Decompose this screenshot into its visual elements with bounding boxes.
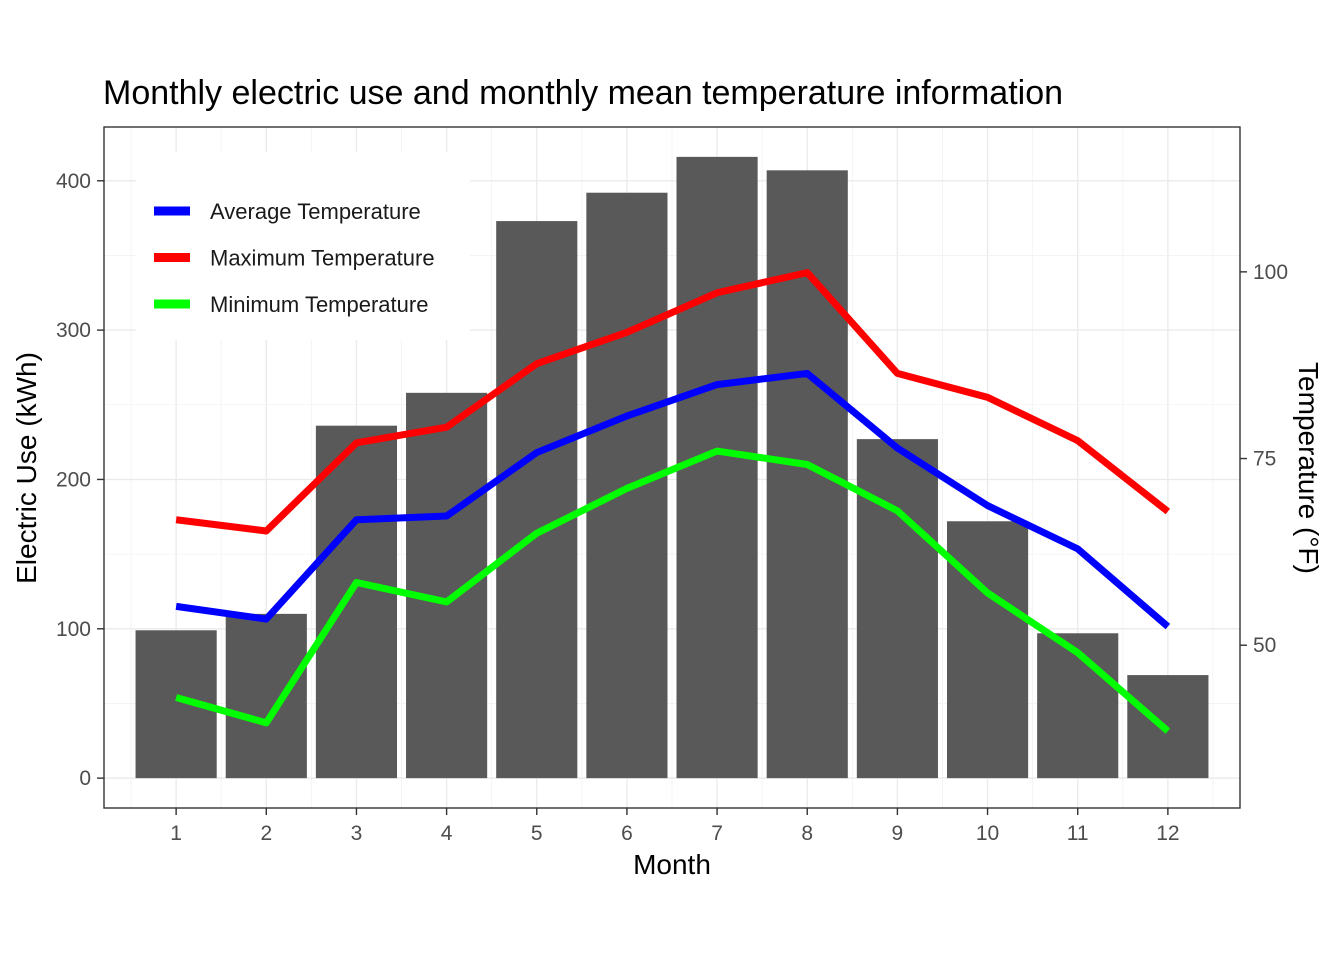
y-tick-label: 100 (56, 618, 91, 641)
x-tick-label: 2 (260, 822, 272, 845)
x-tick-label: 10 (976, 822, 999, 845)
x-tick-label: 3 (351, 822, 363, 845)
y-tick-label: 400 (56, 170, 91, 193)
series-line (175, 447, 1171, 734)
chart-title: Monthly electric use and monthly mean te… (103, 74, 1063, 112)
series-line (175, 369, 1171, 630)
x-tick-label: 1 (170, 822, 182, 845)
bar (406, 392, 488, 779)
lines (175, 269, 1171, 734)
legend-box (136, 152, 470, 340)
y-tick-label: 0 (79, 767, 91, 790)
bars (135, 156, 1209, 779)
bar (315, 425, 398, 779)
y2-axis-title: Temperature (°F) (1293, 362, 1324, 574)
legend-label: Maximum Temperature (210, 246, 435, 271)
legend-label: Average Temperature (210, 199, 421, 224)
y2-tick-label: 50 (1253, 634, 1276, 657)
y-axis-title: Electric Use (kWh) (11, 352, 42, 584)
x-tick-label: 11 (1067, 822, 1089, 845)
bar (1037, 633, 1119, 779)
x-tick-label: 4 (441, 822, 453, 845)
bar (766, 170, 848, 779)
x-tick-label: 12 (1156, 822, 1179, 845)
y-tick-label: 200 (56, 468, 91, 491)
bar (225, 613, 307, 779)
bar (946, 521, 1029, 779)
y2-tick-label: 75 (1253, 448, 1276, 471)
bar (856, 439, 938, 779)
y2-tick-label: 100 (1253, 261, 1288, 284)
plot-border (103, 126, 1241, 809)
legend: Average Temperature Maximum Temperature Mi… (136, 152, 470, 340)
x-tick-label: 9 (892, 822, 904, 845)
series-line (175, 269, 1171, 535)
x-tick-label: 8 (801, 822, 813, 845)
x-tick-label: 7 (711, 822, 723, 845)
x-tick-label: 5 (531, 822, 543, 845)
y-tick-label: 300 (56, 319, 91, 342)
x-axis-title: Month (633, 849, 711, 880)
x-tick-label: 6 (621, 822, 633, 845)
bar (676, 156, 758, 779)
bar (496, 221, 578, 779)
legend-label: Minimum Temperature (210, 292, 428, 317)
